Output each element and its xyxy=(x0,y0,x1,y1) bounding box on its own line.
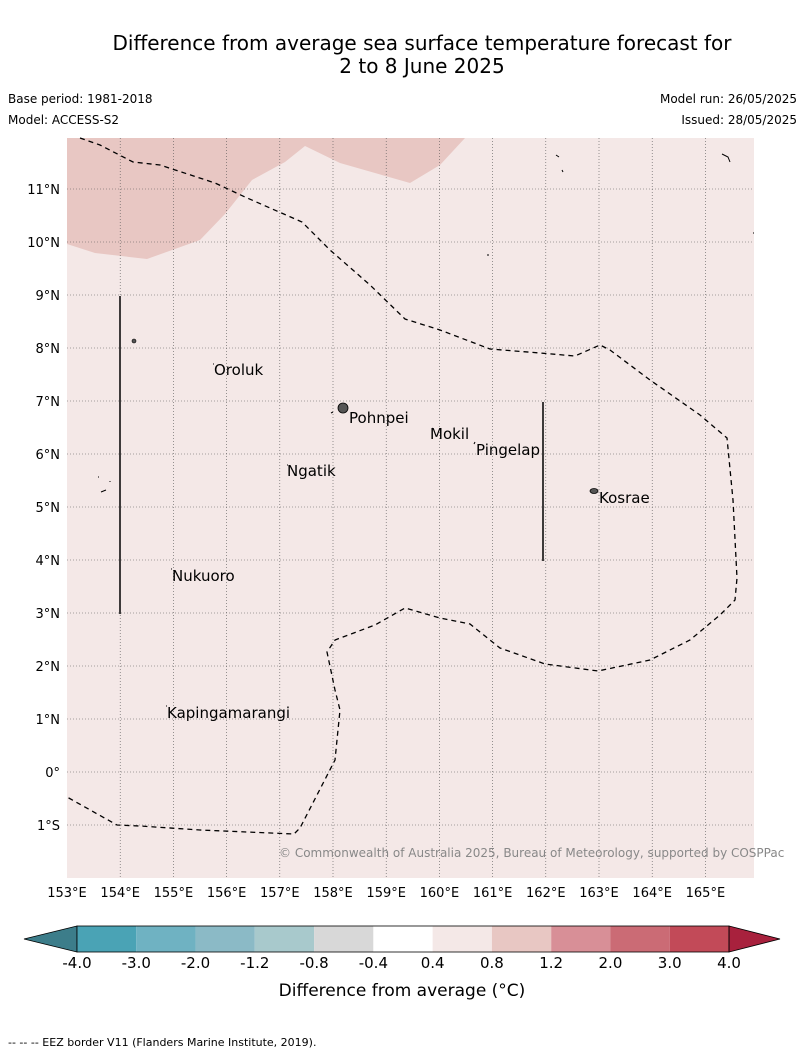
label-pohnpei: Pohnpei xyxy=(349,409,409,427)
lon-tick-label: 157°E xyxy=(260,886,300,901)
colorbar-tick: -0.4 xyxy=(359,954,388,972)
issued-date: Issued: 28/05/2025 xyxy=(681,113,797,127)
minor-island xyxy=(131,338,137,344)
label-nukuoro: Nukuoro xyxy=(172,567,235,585)
lat-tick-label: 11°N xyxy=(27,183,60,198)
colorbar-bin xyxy=(432,926,492,952)
eez-line xyxy=(66,137,738,835)
lat-tick-label: 2°N xyxy=(36,660,61,675)
colorbar-bin xyxy=(314,926,374,952)
colorbar-tick: 4.0 xyxy=(717,954,741,972)
latitude-labels: 11°N 10°N 9°N 8°N 7°N 6°N 5°N 4°N 3°N 2°N 1°N 0° 1°S xyxy=(27,183,60,834)
lon-tick-label: 160°E xyxy=(420,886,460,901)
lat-tick-label: 7°N xyxy=(36,395,61,410)
colorbar-bin xyxy=(254,926,315,952)
colorbar-bin xyxy=(195,926,255,952)
footer-note: -- -- -- EEZ border V11 (Flanders Marine… xyxy=(8,1036,317,1049)
lon-tick-label: 156°E xyxy=(207,886,247,901)
lon-tick-label: 154°E xyxy=(100,886,140,901)
label-pingelap: Pingelap xyxy=(476,441,540,459)
colorbar xyxy=(23,925,781,953)
lat-tick-label: 3°N xyxy=(36,607,61,622)
anomaly-background xyxy=(67,138,754,878)
lat-tick-label: 10°N xyxy=(27,236,60,251)
title-line-2: 2 to 8 June 2025 xyxy=(339,54,505,78)
lon-tick-label: 159°E xyxy=(366,886,406,901)
lat-tick-label: 1°N xyxy=(36,713,61,728)
colorbar-high-extend xyxy=(728,925,781,953)
colorbar-low-extend xyxy=(23,925,78,953)
model-name: Model: ACCESS-S2 xyxy=(8,113,120,127)
lat-tick-label: 8°N xyxy=(36,342,61,357)
colorbar-bin xyxy=(491,926,552,952)
eez-borders xyxy=(66,137,738,835)
colorbar-bin xyxy=(610,926,670,952)
longitude-labels: 153°E 154°E 155°E 156°E 157°E 158°E 159°E 160°E… xyxy=(47,886,725,901)
label-ngatik: Ngatik xyxy=(287,462,336,480)
graticule xyxy=(67,138,754,878)
colorbar-tick: 3.0 xyxy=(658,954,682,972)
title-line-1: Difference from average sea surface temp… xyxy=(112,31,732,55)
colorbar-tick: 0.4 xyxy=(421,954,445,972)
lat-tick-label: 6°N xyxy=(36,448,61,463)
islands xyxy=(98,153,754,707)
colorbar-tick: -1.2 xyxy=(240,954,269,972)
lon-tick-label: 162°E xyxy=(526,886,566,901)
label-kapingamarangi: Kapingamarangi xyxy=(167,704,290,722)
lon-tick-label: 158°E xyxy=(313,886,353,901)
copyright-notice: © Commonwealth of Australia 2025, Bureau… xyxy=(279,846,784,860)
map-panel: Oroluk Pohnpei Mokil Pingelap Ngatik Kos… xyxy=(66,137,784,878)
lat-tick-label: 9°N xyxy=(36,289,61,304)
lon-tick-label: 165°E xyxy=(686,886,726,901)
lon-tick-label: 155°E xyxy=(154,886,194,901)
colorbar-tick: 0.8 xyxy=(480,954,504,972)
lon-tick-label: 164°E xyxy=(632,886,672,901)
colorbar-tick: 1.2 xyxy=(539,954,563,972)
place-labels: Oroluk Pohnpei Mokil Pingelap Ngatik Kos… xyxy=(167,361,650,722)
colorbar-tick: -0.8 xyxy=(299,954,328,972)
lat-tick-label: 4°N xyxy=(36,554,61,569)
colorbar-bin xyxy=(551,926,611,952)
model-run: Model run: 26/05/2025 xyxy=(659,92,797,106)
colorbar-tick: 2.0 xyxy=(599,954,623,972)
lat-tick-label: 0° xyxy=(45,766,60,781)
colorbar-frame xyxy=(76,925,730,953)
colorbar-bin xyxy=(77,926,137,952)
label-oroluk: Oroluk xyxy=(214,361,263,379)
atoll-markers xyxy=(98,153,754,707)
colorbar-tick: -2.0 xyxy=(181,954,210,972)
lon-tick-label: 163°E xyxy=(579,886,619,901)
colorbar-bin xyxy=(136,926,196,952)
lon-tick-label: 153°E xyxy=(47,886,87,901)
kosrae-island xyxy=(589,488,599,494)
lon-tick-label: 161°E xyxy=(473,886,513,901)
colorbar-label: Difference from average (°C) xyxy=(278,981,526,1001)
colorbar-tick: -4.0 xyxy=(62,954,91,972)
colorbar-bin xyxy=(669,926,729,952)
colorbar-tick: -3.0 xyxy=(122,954,151,972)
map-title: Difference from average sea surface temp… xyxy=(0,32,804,78)
lat-tick-label: 5°N xyxy=(36,501,61,516)
label-kosrae: Kosrae xyxy=(599,489,650,507)
warm-anomaly-area xyxy=(67,138,465,259)
colorbar-bin xyxy=(373,926,433,952)
colorbar-tick-labels: -4.0 -3.0 -2.0 -1.2 -0.8 -0.4 0.4 0.8 1.2 2.0 3.0 4… xyxy=(62,954,741,972)
lat-tick-label: 1°S xyxy=(37,819,60,834)
pohnpei-island xyxy=(337,402,349,414)
base-period: Base period: 1981-2018 xyxy=(8,92,153,106)
label-mokil: Mokil xyxy=(430,425,469,443)
